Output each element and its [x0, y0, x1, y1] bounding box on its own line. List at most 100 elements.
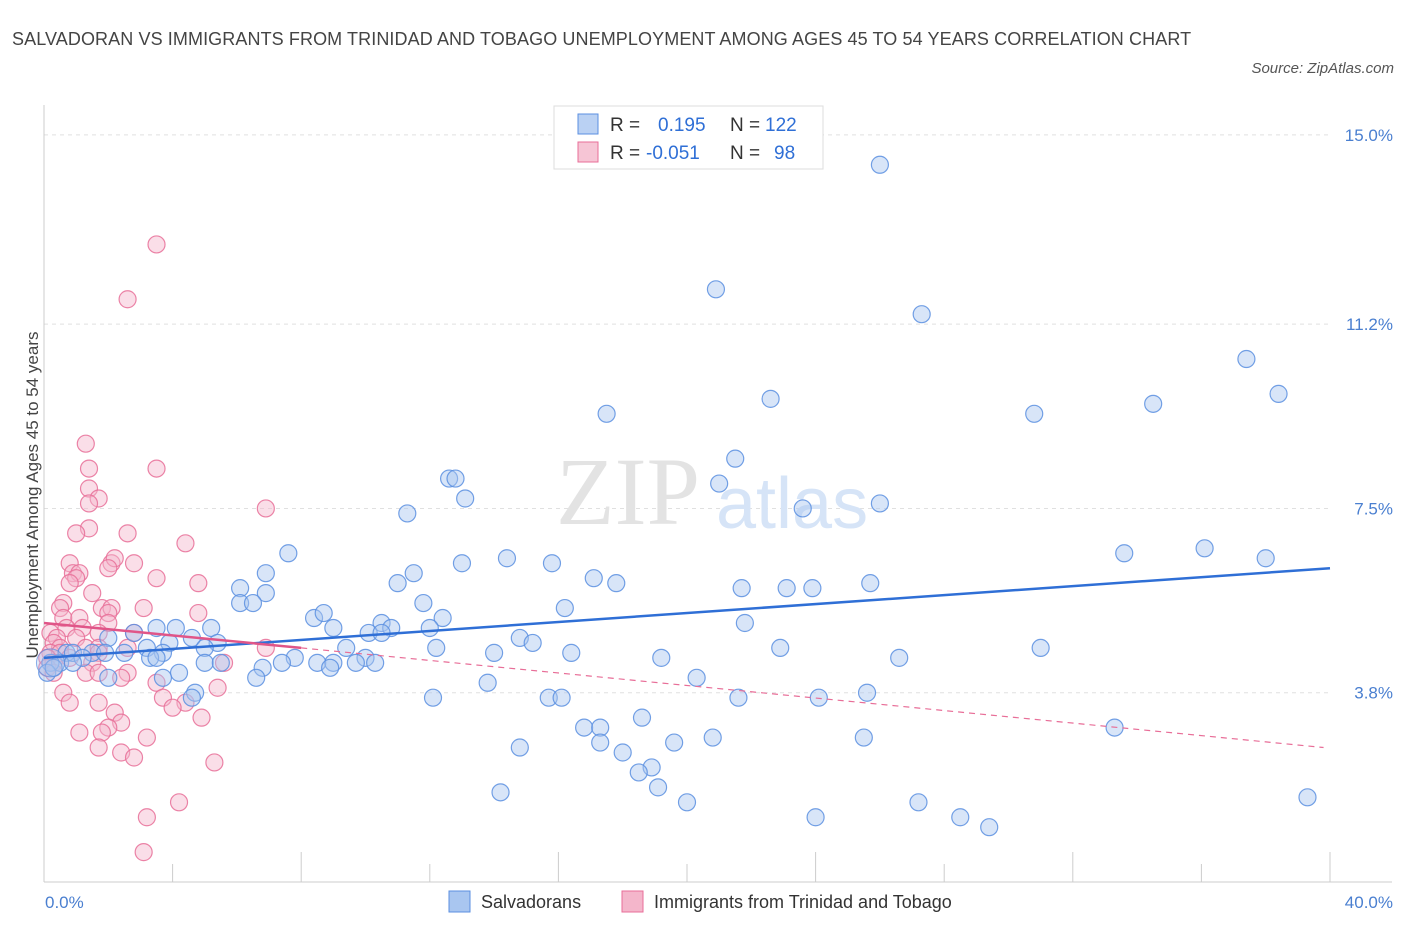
- trinidad-point-76: [137, 728, 156, 747]
- salvadoran-point-91: [253, 658, 272, 677]
- salvadoran-point-89: [366, 653, 385, 672]
- salvadoran-point-113: [854, 728, 873, 747]
- salvadoran-point-115: [665, 733, 684, 752]
- salvadoran-point-96: [99, 668, 118, 687]
- stats-legend: R = 0.195 N = 122 R = -0.051 N = 98: [553, 105, 824, 170]
- trinidad-point-11: [118, 524, 137, 543]
- salvadoran-point-65: [771, 638, 790, 658]
- trinidad-point-68: [60, 693, 79, 712]
- trinidad-point-64: [54, 683, 73, 702]
- trinidad-point-67: [89, 693, 108, 712]
- salvadoran-point-108: [632, 708, 652, 727]
- trinidad-point-15: [105, 549, 124, 568]
- salvadoran-point-125: [806, 808, 825, 827]
- salvadoran-point-22: [542, 554, 562, 573]
- legend-r-label-blue: R =: [610, 115, 640, 136]
- trinidad-point-81: [169, 793, 189, 812]
- trend-lines: [43, 566, 1331, 749]
- trinidad-point-29: [134, 598, 153, 618]
- trinidad-trend-line: [43, 621, 302, 650]
- salvadoran-point-5: [761, 389, 780, 408]
- salvadoran-point-114: [591, 733, 610, 752]
- salvadoran-point-44: [324, 618, 343, 638]
- salvadoran-point-123: [909, 793, 928, 812]
- legend-swatch-blue: [577, 113, 599, 135]
- salvadoran-point-64: [562, 643, 581, 662]
- x-tick-labels: 0.0% 40.0%: [45, 893, 1393, 912]
- salvadoran-point-63: [485, 643, 504, 662]
- salvadoran-point-74: [147, 648, 166, 667]
- trinidad-point-22: [147, 569, 166, 588]
- salvadoran-point-109: [575, 718, 594, 737]
- salvadoran-point-6: [1144, 394, 1163, 413]
- trinidad-trend-extension: [301, 647, 1324, 749]
- y-tick-label-3: 15.0%: [1345, 126, 1393, 145]
- trinidad-point-32: [54, 608, 73, 628]
- salvadoran-point-110: [591, 718, 610, 737]
- salvadoran-point-27: [607, 574, 626, 593]
- trinidad-point-19: [70, 564, 89, 583]
- salvadoran-point-106: [729, 688, 748, 707]
- trinidad-point-25: [54, 593, 73, 613]
- salvadoran-point-26: [584, 569, 603, 588]
- salvadoran-point-19: [1256, 549, 1275, 568]
- salvadoran-point-36: [243, 593, 263, 613]
- trinidad-point-34: [99, 613, 118, 633]
- salvadoran-point-41: [433, 608, 452, 628]
- trinidad-point-82: [137, 808, 156, 827]
- salvadoran-point-46: [202, 618, 221, 638]
- trinidad-point-79: [124, 748, 144, 767]
- salvadoran-point-12: [710, 474, 729, 493]
- watermark-atlas: atlas: [716, 464, 868, 544]
- legend-r-value-pink: -0.051: [646, 143, 700, 164]
- salvadoran-point-31: [732, 579, 751, 598]
- salvadoran-point-107: [552, 688, 571, 707]
- salvadoran-point-98: [687, 668, 706, 687]
- bottom-legend-label-pink: Immigrants from Trinidad and Tobago: [654, 892, 952, 912]
- salvadoran-point-43: [420, 618, 439, 638]
- trinidad-point-7: [79, 494, 99, 513]
- salvadoran-point-50: [359, 623, 378, 643]
- salvadoran-point-85: [195, 653, 214, 672]
- legend-n-value-blue: 122: [765, 115, 797, 136]
- trinidad-point-70: [105, 703, 124, 722]
- salvadoran-point-92: [169, 663, 189, 682]
- salvadoran-point-4: [1269, 384, 1288, 403]
- salvadoran-point-62: [427, 638, 446, 658]
- legend-swatch-pink: [577, 141, 599, 163]
- salvadoran-point-32: [777, 579, 796, 598]
- trinidad-point-63: [208, 678, 227, 697]
- salvadoran-point-9: [726, 449, 745, 468]
- salvadoran-point-61: [337, 638, 356, 658]
- bottom-legend-swatch-blue: [448, 890, 471, 913]
- salvadoran-point-104: [539, 688, 558, 707]
- trinidad-point-69: [163, 698, 182, 717]
- legend-r-value-blue: 0.195: [658, 115, 706, 136]
- trinidad-point-5: [79, 479, 99, 498]
- salvadoran-point-23: [452, 554, 472, 573]
- salvadoran-point-99: [478, 673, 497, 692]
- salvadoran-point-8: [597, 404, 616, 423]
- salvadoran-point-105: [809, 688, 828, 707]
- trinidad-point-30: [99, 603, 118, 623]
- salvadoran-point-101: [182, 688, 201, 707]
- salvadoran-point-39: [304, 608, 324, 628]
- trinidad-point-13: [60, 554, 79, 573]
- trinidad-point-75: [92, 723, 111, 742]
- trinidad-point-24: [83, 584, 102, 603]
- salvadoran-point-29: [231, 579, 250, 598]
- salvadoran-point-10: [439, 469, 459, 488]
- trinidad-point-18: [99, 559, 118, 578]
- salvadoran-point-87: [272, 653, 292, 672]
- series-legend: Salvadorans Immigrants from Trinidad and…: [448, 890, 952, 913]
- trinidad-point-26: [50, 598, 70, 618]
- series-trinidad-points: [38, 235, 275, 862]
- salvadoran-point-18: [1195, 539, 1214, 558]
- salvadoran-point-42: [372, 613, 391, 633]
- salvadoran-point-30: [256, 584, 275, 603]
- salvadoran-point-122: [677, 793, 697, 812]
- salvadoran-point-81: [73, 648, 92, 667]
- salvadoran-point-88: [324, 653, 343, 672]
- salvadoran-point-13: [456, 489, 475, 508]
- trinidad-point-0: [147, 235, 166, 254]
